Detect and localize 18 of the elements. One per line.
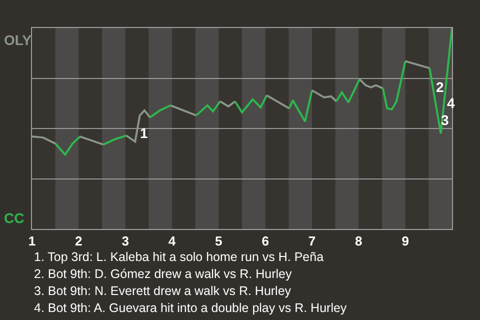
annotation: 1	[140, 125, 148, 141]
x-tick-label: 9	[402, 234, 409, 249]
x-tick-label: 8	[355, 234, 362, 249]
x-tick-label: 6	[262, 234, 269, 249]
text: 3. Bot 9th: N. Everett drew a walk vs R. Hurley	[34, 284, 292, 298]
annotation: OLY	[4, 32, 32, 48]
x-tick-label: 1	[28, 234, 36, 249]
annotation: 4	[447, 95, 455, 111]
x-tick-label: 7	[308, 234, 316, 249]
text: 1. Top 3rd: L. Kaleba hit a solo home run vs H. Peña	[34, 250, 324, 264]
annotation: 2	[436, 79, 444, 95]
text: CC	[4, 210, 24, 226]
x-tick-label: 2	[75, 234, 82, 249]
x-tick-label: 5	[215, 234, 222, 249]
x-tick-label: 4	[168, 234, 176, 249]
text: 4. Bot 9th: A. Guevara hit into a double play vs R. Hurley	[34, 301, 348, 315]
text: 2. Bot 9th: D. Gómez drew a walk vs R. Hurley	[34, 267, 292, 281]
x-tick-label: 3	[122, 234, 129, 249]
